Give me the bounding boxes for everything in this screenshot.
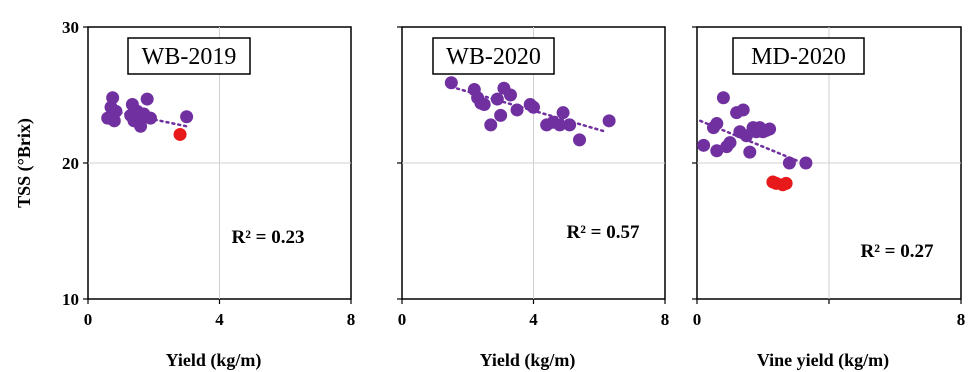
data-point [763, 122, 777, 136]
data-point [723, 136, 737, 150]
data-point [716, 91, 730, 105]
data-point [106, 91, 120, 105]
y-axis-label: TSS (°Brix) [14, 118, 35, 208]
title-box [732, 37, 865, 75]
data-point [573, 133, 587, 147]
data-point [484, 118, 498, 132]
title-box [127, 37, 251, 75]
x-axis-label: Yield (kg/m) [480, 350, 576, 371]
data-point [527, 100, 540, 114]
data-point [109, 104, 123, 118]
data-point [782, 156, 796, 170]
y-tick-label: 10 [62, 290, 79, 309]
data-point [143, 111, 157, 125]
data-point [503, 88, 517, 102]
data-point [710, 117, 724, 131]
x-tick-label: 8 [347, 310, 356, 329]
data-point [477, 98, 491, 112]
x-tick-label: 0 [84, 310, 93, 329]
data-point [736, 103, 750, 117]
x-tick-label: 8 [661, 310, 670, 329]
data-point [556, 106, 570, 120]
data-point [602, 114, 616, 128]
data-point [134, 119, 148, 133]
data-point [799, 156, 813, 170]
data-point [180, 110, 194, 124]
data-point [553, 118, 567, 132]
x-tick-label: 0 [693, 310, 702, 329]
x-tick-label: 4 [215, 310, 224, 329]
chart-title: MD-2020 [751, 44, 846, 70]
data-point [510, 103, 524, 117]
x-tick-label: 0 [398, 310, 407, 329]
r-squared-annotation: R² = 0.23 [232, 227, 305, 248]
r-squared-annotation: R² = 0.57 [567, 222, 640, 243]
y-tick-label: 20 [62, 154, 79, 173]
title-box [432, 37, 555, 75]
x-axis-label: Vine yield (kg/m) [757, 350, 889, 371]
data-point [697, 138, 711, 152]
data-point [563, 118, 577, 132]
data-point [173, 127, 187, 141]
data-point [140, 92, 154, 106]
panel-wb-2019: 10 20 30 0 4 8 Yield (kg/m) WB-2019 R² = 0.23 [62, 18, 355, 371]
x-axis-label: Yield (kg/m) [166, 350, 262, 371]
y-tick-label: 30 [62, 18, 79, 37]
data-point [444, 76, 458, 90]
chart-title: WB-2020 [446, 44, 541, 70]
data-point [494, 108, 508, 122]
data-point [490, 92, 504, 106]
data-point [710, 144, 724, 158]
r-squared-annotation: R² = 0.27 [861, 241, 934, 262]
data-point [743, 145, 757, 159]
data-point [779, 176, 793, 190]
x-tick-label: 8 [957, 310, 966, 329]
x-tick-label: 4 [529, 310, 538, 329]
chart-title: WB-2019 [142, 44, 237, 70]
panel-md-2020: 0 8 Vine yield (kg/m) MD-2020 R² = 0.27 [692, 26, 966, 371]
panel-wb-2020: 0 4 8 Yield (kg/m) WB-2020 R² = 0.57 [397, 26, 670, 371]
